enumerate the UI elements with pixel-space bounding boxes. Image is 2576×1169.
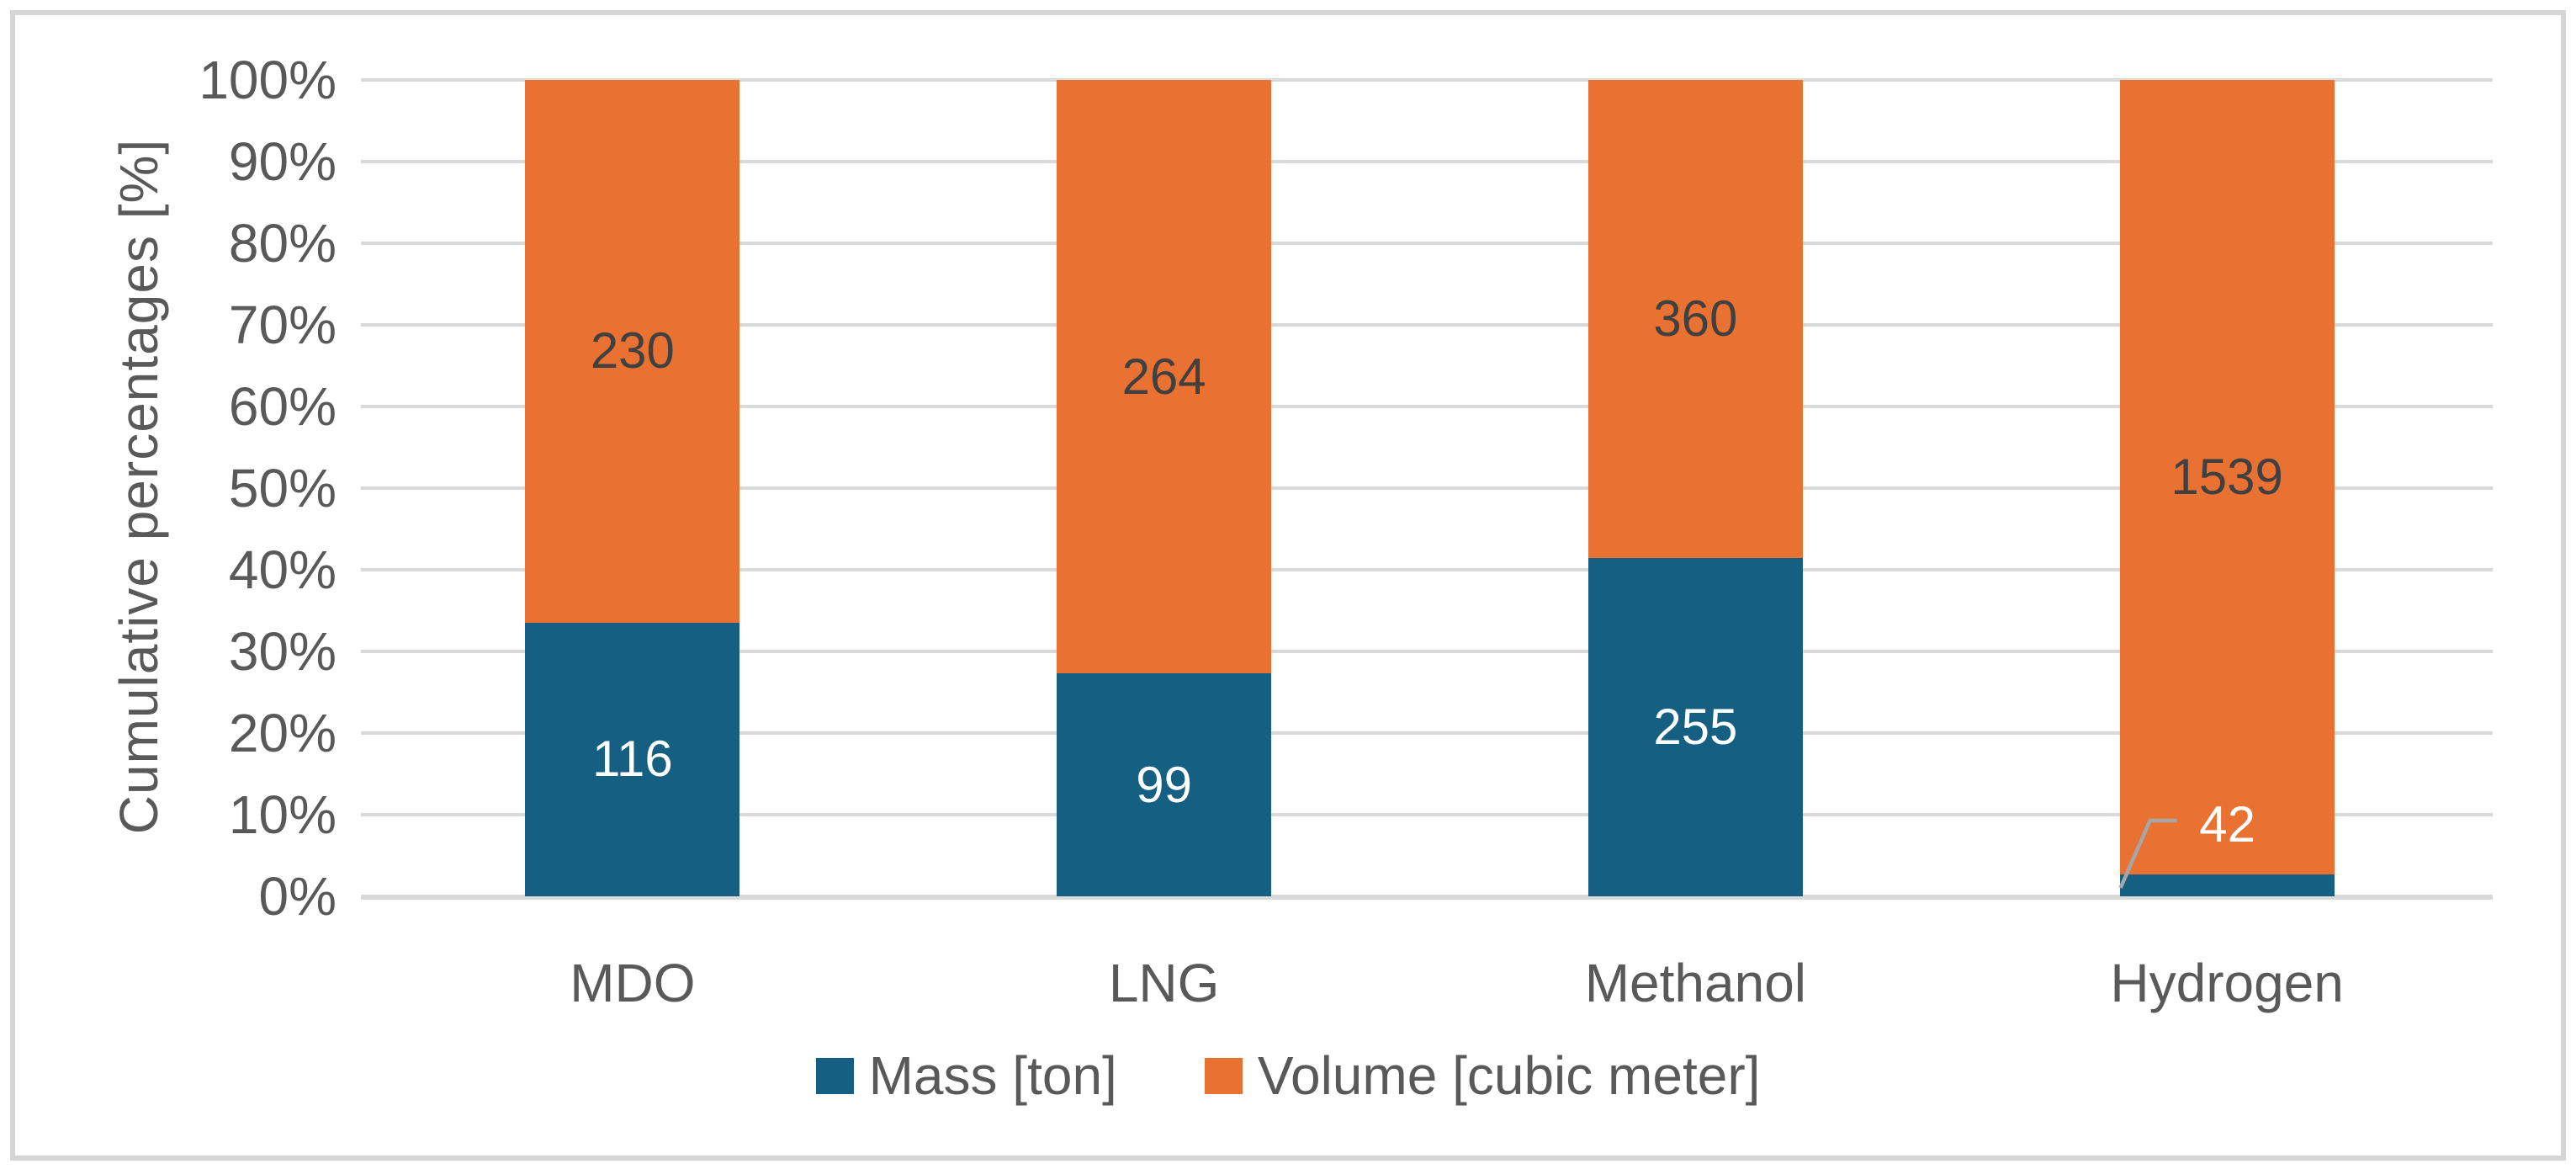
gridline-10% bbox=[361, 813, 2493, 816]
data-label: 230 bbox=[590, 322, 675, 380]
category-label-mdo: MDO bbox=[570, 953, 696, 1013]
bar-segment-lng bbox=[1057, 80, 1272, 674]
bar-segment-hydrogen bbox=[2119, 80, 2335, 875]
legend-item: Mass [ton] bbox=[815, 1045, 1117, 1106]
category-label-hydrogen: Hydrogen bbox=[2110, 953, 2344, 1013]
y-tick-label: 70% bbox=[228, 295, 337, 355]
legend: Mass [ton] Volume [cubic meter] bbox=[0, 1047, 2576, 1104]
y-tick-label: 0% bbox=[258, 866, 337, 927]
legend-item: Volume [cubic meter] bbox=[1204, 1045, 1761, 1106]
data-label: 99 bbox=[1136, 756, 1192, 813]
category-label-lng: LNG bbox=[1108, 953, 1220, 1013]
legend-swatch-icon bbox=[815, 1057, 854, 1094]
bar-segment-mdo bbox=[525, 622, 740, 896]
bar-lng: 99 264 bbox=[1057, 80, 1272, 896]
data-label: 116 bbox=[592, 731, 673, 788]
gridline-30% bbox=[361, 650, 2493, 653]
gridline-20% bbox=[361, 731, 2493, 735]
data-label: 255 bbox=[1653, 698, 1738, 755]
bar-hydrogen: 1539 bbox=[2119, 80, 2335, 896]
gridline-70% bbox=[361, 323, 2493, 327]
data-label: 360 bbox=[1653, 290, 1738, 347]
bar-segment-mdo bbox=[525, 80, 740, 623]
gridline-60% bbox=[361, 405, 2493, 408]
gridline-0% bbox=[361, 895, 2493, 900]
y-tick-label: 20% bbox=[228, 703, 337, 763]
gridline-40% bbox=[361, 568, 2493, 571]
y-axis-tick-labels: 0% 10% 20% 30% 40% 50% 60% 70% 80% 90% 100% bbox=[0, 0, 337, 1169]
gridline-80% bbox=[361, 242, 2493, 245]
leader-line bbox=[2118, 818, 2177, 889]
y-tick-label: 40% bbox=[228, 539, 337, 600]
legend-label: Mass [ton] bbox=[868, 1045, 1117, 1106]
gridline-50% bbox=[361, 486, 2493, 490]
y-tick-label: 100% bbox=[199, 50, 337, 110]
chart-border bbox=[10, 10, 2566, 1161]
bar-segment-methanol bbox=[1587, 557, 1803, 896]
bar-methanol: 255 360 bbox=[1587, 80, 1803, 896]
gridline-90% bbox=[361, 160, 2493, 163]
y-tick-label: 50% bbox=[228, 458, 337, 518]
data-label-callout: 42 bbox=[2199, 796, 2255, 853]
gridline-100% bbox=[361, 78, 2493, 82]
category-label-methanol: Methanol bbox=[1584, 953, 1807, 1013]
bar-segment-hydrogen bbox=[2119, 874, 2335, 896]
bar-segment-methanol bbox=[1587, 80, 1803, 558]
y-tick-label: 30% bbox=[228, 621, 337, 682]
data-label: 1539 bbox=[2171, 449, 2283, 506]
y-tick-label: 80% bbox=[228, 213, 337, 274]
legend-swatch-icon bbox=[1204, 1057, 1243, 1094]
legend-label: Volume [cubic meter] bbox=[1257, 1045, 1761, 1106]
bar-segment-lng bbox=[1057, 673, 1272, 896]
y-tick-label: 60% bbox=[228, 376, 337, 437]
plot-area: 116 230 99 264 255 360 1539 42 bbox=[361, 78, 2493, 900]
y-tick-label: 90% bbox=[228, 131, 337, 192]
y-tick-label: 10% bbox=[228, 784, 337, 845]
bar-mdo: 116 230 bbox=[525, 80, 740, 896]
data-label: 264 bbox=[1121, 348, 1206, 405]
